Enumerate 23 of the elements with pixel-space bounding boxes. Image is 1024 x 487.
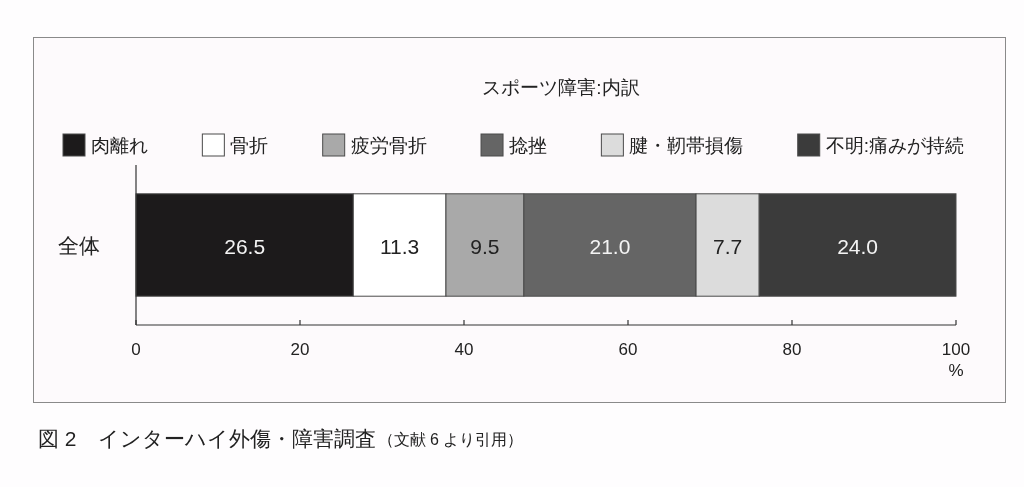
annotation: 図 2 インターハイ外傷・障害調査 — [38, 426, 376, 450]
tick-label: 20 — [290, 339, 310, 359]
tick-label: 0 — [131, 339, 141, 359]
legend-label: 捻挫 — [509, 134, 548, 156]
data-label: 24.0 — [837, 234, 879, 258]
xlabel: % — [948, 360, 964, 380]
tick-label: 60 — [618, 339, 638, 359]
tick-label: 80 — [782, 339, 802, 359]
data-label: 9.5 — [470, 234, 500, 258]
legend-label: 腱・靭帯損傷 — [629, 134, 744, 156]
category-label: 全体 — [58, 233, 100, 257]
data-label: 7.7 — [713, 234, 743, 258]
tick-label: 40 — [454, 339, 474, 359]
data-label: 26.5 — [224, 234, 266, 258]
legend-label: 肉離れ — [91, 134, 148, 156]
annotation: （文献 6 より引用） — [377, 430, 524, 448]
tick-label: 100 — [941, 339, 971, 359]
data-label: 21.0 — [589, 234, 631, 258]
legend-label: 疲労骨折 — [350, 134, 427, 156]
title: スポーツ障害:内訳 — [482, 76, 640, 98]
legend-label: 骨折 — [230, 134, 269, 156]
legend-label: 不明:痛みが持続 — [825, 134, 964, 156]
data-label: 11.3 — [379, 234, 420, 258]
